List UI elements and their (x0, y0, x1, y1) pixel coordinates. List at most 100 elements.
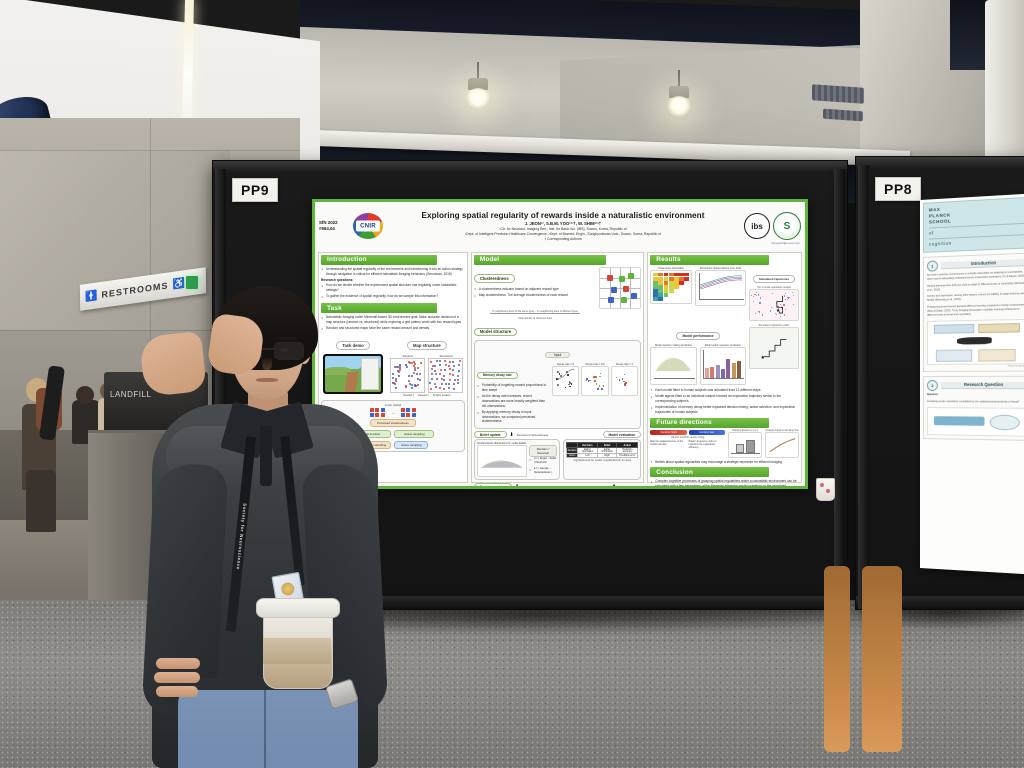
tan-leg (862, 566, 902, 752)
trajectory-map-figure: ★ (749, 288, 799, 321)
mp-section-title: Introduction (940, 258, 1024, 270)
animal-silhouette-icon (956, 336, 993, 345)
data-point (557, 383, 559, 386)
trajectory-node (779, 304, 781, 306)
simulated-path (763, 338, 787, 357)
stopping-frequency-figure (728, 431, 762, 458)
glasses-bridge (260, 348, 274, 350)
map-reward-marker (410, 384, 413, 387)
heatmap-cell (679, 293, 685, 297)
future-fig-label: Stopping frequency (s.e.) (732, 429, 758, 432)
data-point (598, 384, 601, 387)
cluster-marker (621, 297, 628, 304)
map-reward-marker (453, 383, 456, 386)
presenter-eyebrow (274, 337, 296, 340)
section-header-conclusion: Conclusion (650, 467, 770, 478)
map-reward-marker (409, 362, 412, 365)
results-fig-label: Simulated exploration paths (758, 323, 790, 327)
trajectory-node (784, 314, 786, 316)
data-point (615, 376, 618, 379)
heatmap-cell (663, 289, 669, 293)
flow-cell (400, 407, 405, 412)
belief-formula: d = | target − belief | threshold (529, 457, 557, 465)
data-point (595, 383, 598, 386)
grid-line (630, 267, 631, 308)
cluster-marker (628, 273, 635, 280)
presenter-eye (280, 348, 289, 352)
trajectory-node (788, 297, 790, 299)
belief-update-panel: Clusteredness distribution for model bel… (473, 439, 561, 481)
map-reward-marker (417, 384, 420, 387)
eval-table-cell: Prediction error (616, 453, 639, 459)
results-bullet: Each model fitted to human subjects was … (650, 387, 799, 393)
trajectory-node (769, 310, 772, 312)
poster-column-middle: Model Clusteredness A clusteredness indi… (470, 252, 645, 486)
flow-node-orange: Perceived clusteredness (369, 419, 416, 428)
trajectory-node (755, 291, 757, 293)
section-header-future: Future directions (650, 417, 770, 428)
map-reward-marker (409, 382, 412, 385)
data-point (593, 380, 596, 382)
poster-presenter: Society for Neuroscience (139, 286, 389, 768)
action-arrow-label: Action & decision (619, 485, 641, 486)
flow-caption: Local, Global (384, 402, 402, 407)
poster-affiliation-2: ²Dept. of Intelligent Precision Healthca… (465, 231, 661, 236)
map-reward-marker (411, 387, 414, 390)
map-reward-marker (430, 387, 433, 390)
poster-column-right: Results Parameter estimation Perceived c… (647, 252, 802, 486)
decay-figure-05 (581, 366, 609, 397)
decay-figure-1 (610, 366, 639, 397)
flow-cell (369, 413, 374, 418)
heatmap-cell (658, 293, 664, 297)
trajectory-node (757, 294, 759, 296)
mp-paragraph: Varying learning rates (LR) are used to … (926, 281, 1024, 292)
map-reward-marker (452, 360, 455, 363)
poster-max-planck[interactable]: MAX PLANCK SCHOOL of cognition 1 Introdu… (920, 193, 1024, 575)
task-demo-label: Task demo (336, 341, 370, 350)
coffee-cup[interactable] (256, 598, 340, 690)
decision-reversal-box: Decision / Reversal (528, 445, 558, 458)
lamp-bulb (465, 88, 491, 110)
flow-cell (380, 407, 385, 412)
trajectory-node (783, 304, 785, 306)
map-reward-marker (405, 365, 408, 368)
mp-question-text: Is learning under uncertainty modulated … (926, 399, 1020, 404)
simulated-trajectories-label: Simulated trajectories (752, 274, 796, 283)
data-point (566, 371, 568, 373)
map-reward-marker (407, 374, 410, 377)
map-reward-marker (430, 377, 433, 380)
mp-paragraph: Survival in aversive environments is cri… (926, 270, 1024, 282)
board-frame-top (856, 157, 1024, 168)
map-reward-marker (434, 369, 437, 372)
flow-cell (400, 413, 405, 418)
map-reward-marker (405, 385, 408, 388)
map-reward-marker (448, 364, 451, 367)
map-reward-marker (439, 368, 442, 371)
mp-section-header: 1 Introduction (926, 257, 1024, 272)
map-reward-marker (453, 364, 456, 367)
paper-cup-on-ledge[interactable] (816, 478, 835, 501)
heatmap-cell (684, 293, 690, 297)
heatmap-cell (653, 297, 659, 301)
trajectory-node (777, 306, 779, 308)
map-reward-marker (399, 367, 402, 370)
map-reward-marker (457, 363, 460, 366)
down-arrow-icon: ⬇ (509, 431, 514, 438)
results-bullet: Model agents fitted to an individual sub… (650, 394, 799, 404)
map-structure-label: Map structure (407, 341, 447, 350)
flow-cell (406, 413, 411, 418)
bell-curves (655, 357, 692, 371)
model-evaluation-panel: Decision Belief Action Decision Earlier info… (563, 439, 642, 481)
section-header-task: Task (321, 303, 437, 314)
map-reward-marker (397, 374, 400, 377)
input-bullet: By applying memory decay to input observ… (477, 410, 549, 424)
scientific-poster[interactable]: SfN 2022 #564.04 CNIR Exploring spatial … (312, 199, 808, 489)
trajectory-node (780, 312, 782, 315)
heatmap-cell (658, 280, 664, 285)
map-reward-marker (413, 364, 416, 367)
flow-cell (375, 413, 380, 418)
decay-panel-label: Decay rate = 0 (557, 363, 575, 367)
mp-figure-caption: Threat or Time limit (1007, 365, 1024, 368)
x-axis (699, 299, 745, 301)
presenter-left-hand (139, 330, 207, 398)
